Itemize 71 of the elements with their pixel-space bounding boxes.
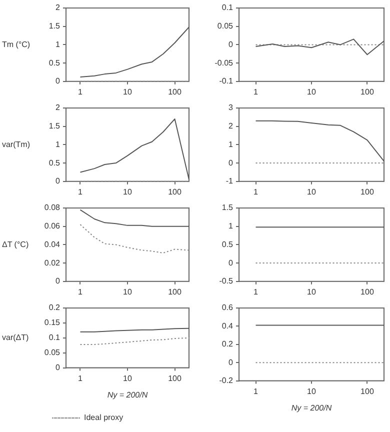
y-tick-label: 0.6 (222, 303, 234, 312)
x-tick-label: 10 (307, 187, 316, 196)
x-tick-label: 1 (254, 87, 259, 96)
x-tick-label: 100 (168, 187, 182, 196)
y-tick-label: 0.5 (48, 58, 61, 68)
x-tick-label: 1 (78, 374, 84, 383)
y-tick-label: 2 (56, 3, 61, 12)
y-tick-label: 1 (228, 140, 234, 149)
y-tick-label: 0.06 (44, 222, 61, 231)
y-tick-label: 0 (228, 358, 234, 367)
y-axis-title: ΔT (°C) (2, 240, 29, 249)
x-tick-label: 100 (360, 386, 374, 396)
y-tick-label: 0.15 (44, 318, 61, 328)
y-tick-label: 0.02 (44, 258, 61, 268)
y-tick-label: 0 (56, 176, 61, 186)
y-tick-label: 0 (56, 363, 61, 372)
legend-label: Ideal proxy (84, 413, 124, 422)
x-tick-label: 10 (307, 287, 316, 296)
y-tick-label: 0.08 (44, 203, 61, 212)
y-tick-label: 0 (228, 40, 234, 49)
x-tick-label: 100 (168, 87, 182, 96)
y-tick-label: 0.2 (222, 340, 234, 349)
x-tick-label: 1 (254, 386, 259, 396)
y-tick-label: 2 (228, 122, 234, 131)
y-tick-label: 0 (228, 258, 234, 268)
y-tick-label: 1.5 (222, 203, 234, 212)
y-tick-label: 0.1 (222, 3, 234, 12)
x-tick-label: 10 (307, 87, 316, 96)
y-axis-title: var(Tm) (2, 140, 30, 149)
y-tick-label: 0.5 (48, 158, 61, 168)
y-tick-label: 1 (228, 222, 234, 231)
y-tick-label: 0.4 (222, 321, 234, 330)
y-tick-label: 0 (56, 276, 61, 286)
x-tick-label: 10 (123, 287, 132, 296)
y-tick-label: 0.05 (44, 348, 61, 358)
x-tick-label: 10 (307, 386, 316, 396)
x-tick-label: 100 (168, 374, 182, 383)
x-tick-label: 1 (78, 287, 84, 296)
x-axis-title: Ny = 200/N (107, 390, 148, 400)
y-tick-label: 0.1 (48, 333, 61, 342)
x-tick-label: 100 (168, 287, 182, 296)
y-axis-title: Tm (°C) (2, 40, 30, 49)
x-tick-label: 100 (360, 87, 374, 96)
y-tick-label: 1.5 (48, 22, 61, 31)
y-tick-label: -0.1 (219, 76, 234, 86)
y-tick-label: 1 (56, 140, 61, 149)
y-tick-label: 0 (56, 76, 61, 86)
y-tick-label: 3 (228, 103, 234, 112)
x-tick-label: 1 (78, 187, 84, 196)
y-tick-label: -0.5 (219, 276, 234, 286)
x-tick-label: 100 (360, 287, 374, 296)
x-tick-label: 1 (254, 187, 259, 196)
x-axis-title: Ny = 200/N (291, 403, 332, 412)
y-tick-label: 0.5 (222, 240, 234, 249)
y-tick-label: 2 (56, 103, 61, 112)
y-tick-label: 0.05 (217, 22, 234, 31)
y-axis-title: var(ΔT) (2, 333, 30, 342)
y-tick-label: 0 (228, 158, 234, 168)
x-tick-label: 1 (254, 287, 259, 296)
y-tick-label: -1 (226, 176, 234, 186)
y-tick-label: 0.04 (44, 240, 61, 249)
y-tick-label: -0.2 (219, 376, 234, 386)
x-tick-label: 10 (123, 374, 132, 383)
x-tick-label: 1 (78, 87, 84, 96)
x-tick-label: 10 (123, 187, 132, 196)
x-tick-label: 10 (123, 87, 132, 96)
y-tick-label: 0.2 (48, 303, 61, 312)
y-tick-label: 1 (56, 40, 61, 49)
x-tick-label: 100 (360, 187, 374, 196)
y-tick-label: 1.5 (48, 122, 61, 131)
y-tick-label: -0.05 (214, 58, 234, 68)
